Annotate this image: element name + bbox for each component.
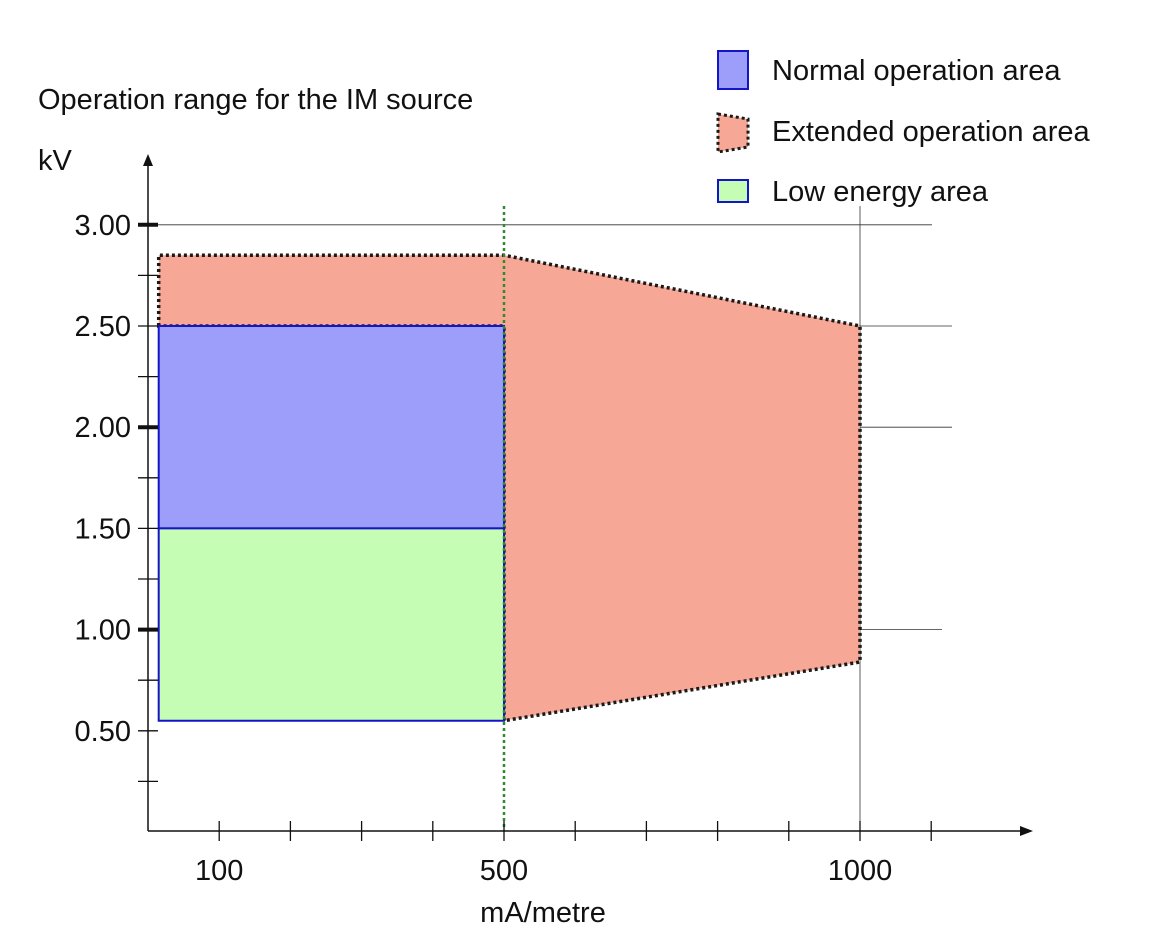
y-tick-label: 0.50 (75, 716, 131, 748)
x-axis-arrow (1020, 826, 1033, 836)
legend-swatch (716, 112, 750, 154)
plot-areas (156, 206, 862, 831)
x-tick-label: 500 (480, 855, 528, 887)
area-extended-operation-area (156, 253, 862, 723)
ticks (138, 222, 932, 841)
y-tick-label: 1.50 (75, 513, 131, 545)
axes (143, 154, 1033, 836)
x-tick-label: 1000 (828, 855, 893, 887)
legend-swatch (717, 50, 749, 90)
y-tick-label: 1.00 (75, 615, 131, 647)
y-tick-label: 3.00 (75, 210, 131, 242)
chart-title: Operation range for the IM source (38, 84, 473, 116)
legend-label: Extended operation area (772, 116, 1090, 148)
y-tick-label: 2.50 (75, 311, 131, 343)
tick-labels: 0.50 1.00 1.50 2.00 2.50 3.00 100 500 1000 (75, 210, 893, 887)
x-axis-label: mA/metre (480, 897, 606, 929)
legend-swatch (717, 179, 749, 203)
y-tick-label: 2.00 (75, 412, 131, 444)
y-axis-label: kV (38, 145, 73, 177)
legend: Normal operation area Extended operation … (716, 50, 1090, 208)
legend-label: Normal operation area (772, 55, 1061, 87)
area-low-energy-area (157, 527, 505, 722)
x-tick-label: 100 (195, 855, 243, 887)
legend-label: Low energy area (772, 176, 989, 208)
area-normal-operation-area (157, 325, 505, 530)
y-axis-arrow (143, 154, 153, 166)
